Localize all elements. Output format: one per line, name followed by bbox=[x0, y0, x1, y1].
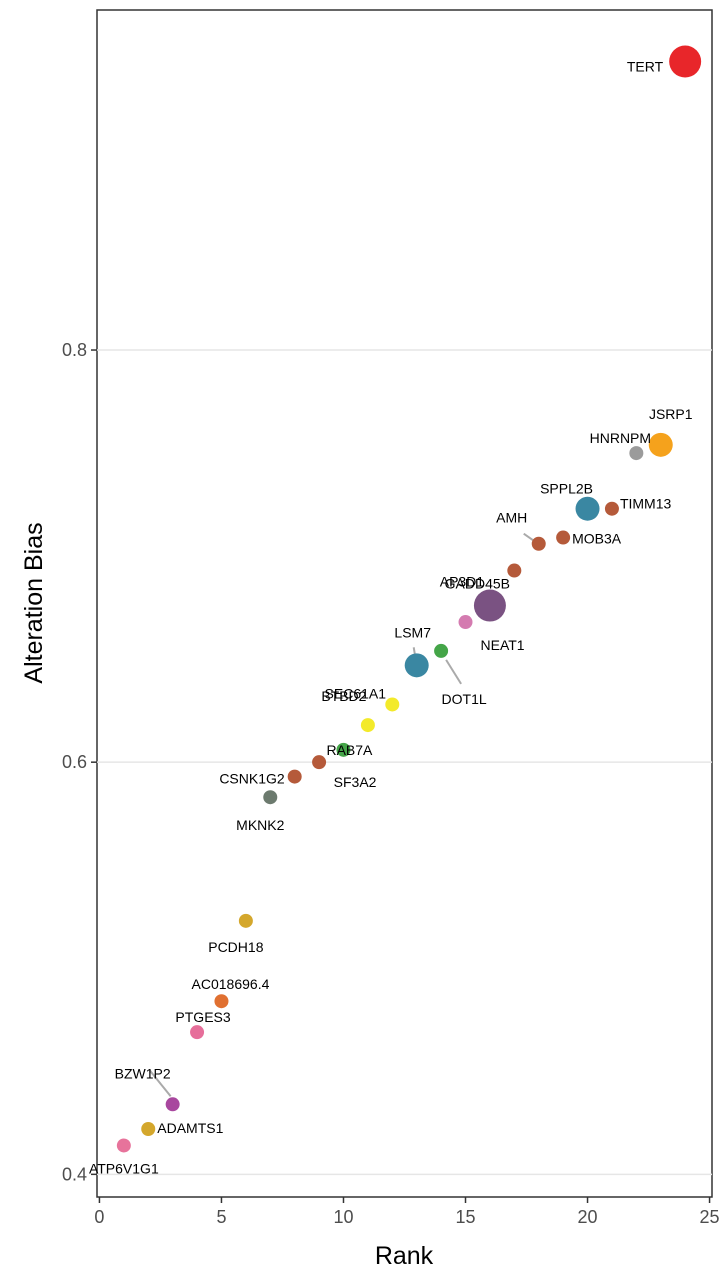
point-ptges3 bbox=[190, 1025, 205, 1040]
leader-line bbox=[445, 659, 462, 685]
point-label: CSNK1G2 bbox=[219, 771, 285, 787]
point-label: AMH bbox=[496, 510, 527, 526]
point-label: TIMM13 bbox=[620, 496, 672, 512]
point-sec61a1 bbox=[385, 697, 400, 712]
point-label: TERT bbox=[627, 59, 664, 75]
point-label: BZW1P2 bbox=[115, 1065, 171, 1081]
x-tick-label: 5 bbox=[216, 1207, 226, 1227]
y-tick-label: 0.4 bbox=[62, 1164, 87, 1184]
x-tick-label: 10 bbox=[333, 1207, 353, 1227]
y-axis: 0.4 0.6 0.8 bbox=[62, 340, 97, 1184]
point-label: HNRNPM bbox=[590, 430, 651, 446]
point-label: MOB3A bbox=[572, 531, 622, 547]
y-axis-title: Alteration Bias bbox=[20, 522, 48, 683]
point-pcdh18 bbox=[238, 913, 253, 928]
point-amh bbox=[531, 536, 546, 551]
point-atp6v1g1 bbox=[116, 1138, 131, 1153]
x-tick-label: 15 bbox=[455, 1207, 475, 1227]
grid-lines bbox=[97, 349, 712, 1176]
point-label: ATP6V1G1 bbox=[89, 1160, 159, 1176]
x-axis-title: Rank bbox=[375, 1242, 434, 1270]
point-label: SF3A2 bbox=[334, 774, 377, 790]
point-neat1 bbox=[458, 615, 473, 630]
point-jsrp1 bbox=[648, 432, 673, 457]
point-label: AC018696.4 bbox=[192, 976, 270, 992]
point-dot1l bbox=[434, 643, 449, 658]
point-bzw1p2 bbox=[165, 1097, 180, 1112]
x-tick-label: 20 bbox=[578, 1207, 598, 1227]
point-mob3a bbox=[556, 530, 571, 545]
x-tick-label: 0 bbox=[94, 1207, 104, 1227]
y-tick-label: 0.6 bbox=[62, 752, 87, 772]
leader-line bbox=[148, 1069, 172, 1097]
point-label: NEAT1 bbox=[481, 637, 525, 653]
point-label: MKNK2 bbox=[236, 817, 284, 833]
point-tert bbox=[669, 45, 702, 78]
point-ap3d1 bbox=[473, 589, 506, 622]
point-label: SEC61A1 bbox=[325, 685, 387, 701]
point-label: ADAMTS1 bbox=[157, 1120, 223, 1136]
data-points bbox=[116, 45, 702, 1153]
point-label: JSRP1 bbox=[649, 406, 693, 422]
plot-panel bbox=[96, 9, 713, 1198]
point-btbd2 bbox=[360, 718, 375, 733]
point-adamts1 bbox=[141, 1121, 156, 1136]
x-axis: 0 5 10 15 20 25 bbox=[94, 1197, 720, 1227]
point-rab7a bbox=[336, 742, 351, 757]
point-labels: ATP6V1G1 ADAMTS1 BZW1P2 PTGES3 AC018696.4 PCD… bbox=[89, 59, 693, 1177]
point-hnrnpm bbox=[629, 446, 644, 461]
point-csnk1g2 bbox=[287, 769, 302, 784]
point-gadd45b bbox=[507, 563, 522, 578]
point-label: AP3D1 bbox=[440, 574, 485, 590]
point-ac018696-4 bbox=[214, 994, 229, 1009]
point-timm13 bbox=[604, 501, 619, 516]
point-label: BTBD2 bbox=[321, 688, 366, 704]
x-tick-label: 25 bbox=[700, 1207, 720, 1227]
point-lsm7 bbox=[404, 653, 429, 678]
point-sppl2b bbox=[575, 496, 600, 521]
leader-line bbox=[523, 532, 535, 542]
point-label: PCDH18 bbox=[208, 939, 263, 955]
point-label: PTGES3 bbox=[175, 1009, 230, 1025]
point-mknk2 bbox=[263, 790, 278, 805]
point-label: SPPL2B bbox=[540, 481, 593, 497]
point-label: DOT1L bbox=[442, 691, 487, 707]
y-tick-label: 0.8 bbox=[62, 340, 87, 360]
point-label: RAB7A bbox=[326, 742, 373, 758]
point-label: GADD45B bbox=[445, 576, 510, 592]
point-label: LSM7 bbox=[394, 624, 431, 640]
point-sf3a2 bbox=[312, 755, 327, 770]
